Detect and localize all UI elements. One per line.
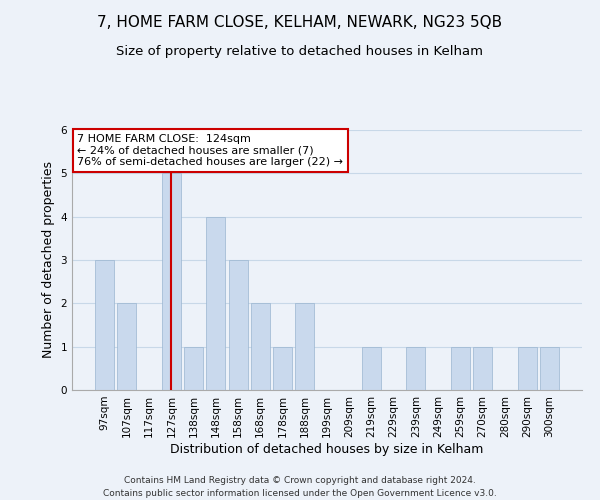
Bar <box>206 216 225 390</box>
Bar <box>95 260 114 390</box>
Bar <box>518 346 536 390</box>
Bar <box>362 346 381 390</box>
Bar <box>295 304 314 390</box>
Bar <box>184 346 203 390</box>
Text: Contains public sector information licensed under the Open Government Licence v3: Contains public sector information licen… <box>103 488 497 498</box>
Text: 7 HOME FARM CLOSE:  124sqm
← 24% of detached houses are smaller (7)
76% of semi-: 7 HOME FARM CLOSE: 124sqm ← 24% of detac… <box>77 134 343 167</box>
Bar <box>406 346 425 390</box>
Bar <box>451 346 470 390</box>
Bar <box>273 346 292 390</box>
Y-axis label: Number of detached properties: Number of detached properties <box>42 162 55 358</box>
Bar <box>540 346 559 390</box>
Bar <box>162 174 181 390</box>
Text: Contains HM Land Registry data © Crown copyright and database right 2024.: Contains HM Land Registry data © Crown c… <box>124 476 476 485</box>
Text: 7, HOME FARM CLOSE, KELHAM, NEWARK, NG23 5QB: 7, HOME FARM CLOSE, KELHAM, NEWARK, NG23… <box>97 15 503 30</box>
Bar <box>118 304 136 390</box>
Bar <box>251 304 270 390</box>
X-axis label: Distribution of detached houses by size in Kelham: Distribution of detached houses by size … <box>170 442 484 456</box>
Bar <box>473 346 492 390</box>
Text: Size of property relative to detached houses in Kelham: Size of property relative to detached ho… <box>116 45 484 58</box>
Bar <box>229 260 248 390</box>
